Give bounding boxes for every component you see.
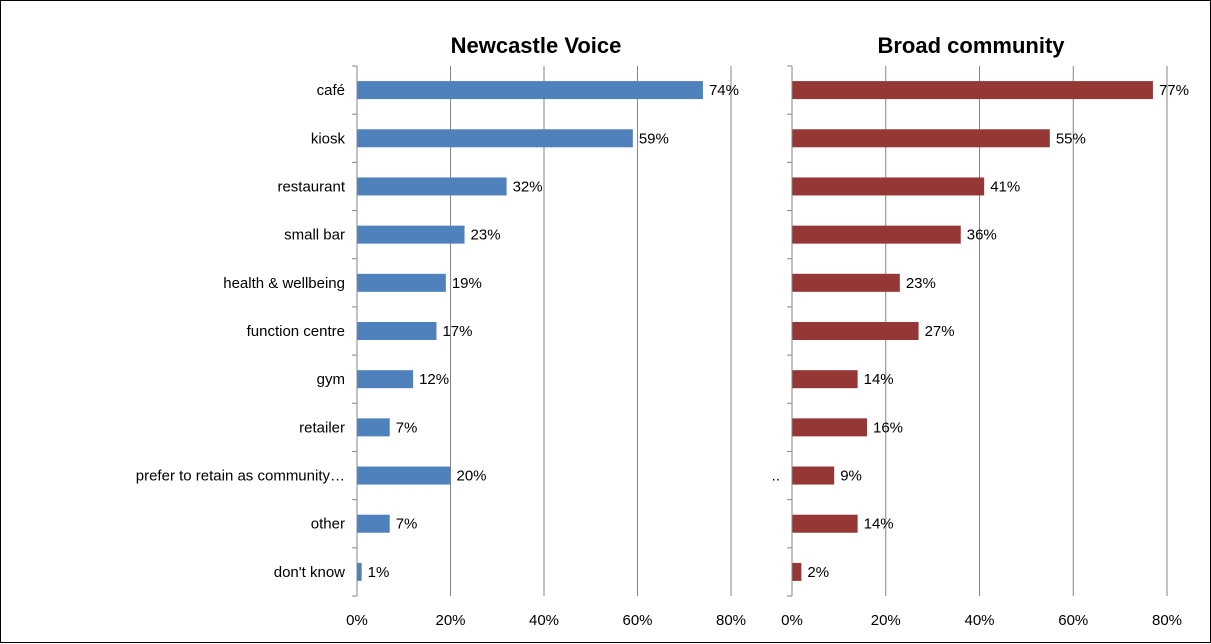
category-label-kiosk: kiosk — [311, 130, 346, 147]
bar-restaurant — [357, 177, 507, 196]
category-labels: .. — [772, 468, 780, 485]
bar-prefer-to-retain-as-community — [357, 466, 451, 485]
data-label-health-wellbeing: 19% — [452, 275, 482, 292]
data-label-small-bar: 36% — [967, 227, 997, 244]
x-tick-label: 0% — [346, 612, 368, 629]
x-tick-label: 80% — [1152, 612, 1182, 629]
gridlines — [450, 66, 732, 596]
category-axis — [352, 65, 358, 597]
data-label-other: 14% — [864, 516, 894, 533]
bar-small-bar — [792, 225, 961, 244]
data-label-gym: 12% — [419, 371, 449, 388]
data-label-small-bar: 23% — [471, 227, 501, 244]
bar-other — [357, 514, 390, 533]
bar-prefer-to-retain-as-community — [792, 466, 835, 485]
data-label-kiosk: 55% — [1056, 130, 1086, 147]
x-tick-label: 20% — [871, 612, 901, 629]
data-label-don-t-know: 1% — [368, 564, 390, 581]
bar-function-centre — [792, 322, 919, 340]
data-label-gym: 14% — [864, 371, 894, 388]
x-tick-label: 20% — [435, 612, 465, 629]
category-label-truncated: .. — [772, 468, 780, 485]
bar-caf — [357, 81, 703, 100]
data-labels: 74% 59% 32% 23% 19% 17% 12% 7% 20% 7% 1% — [368, 82, 739, 581]
panel-newcastle-voice: Newcastle Voice 0% 20% 40% 60% 80% café kiosk… — [136, 33, 746, 629]
bar-restaurant — [792, 177, 985, 196]
x-tick-label: 40% — [529, 612, 559, 629]
x-tick-label: 40% — [964, 612, 994, 629]
bar-don-t-know — [357, 562, 362, 581]
category-label-health-wellbeing: health & wellbeing — [223, 275, 345, 292]
gridlines — [885, 66, 1168, 596]
x-tick-label: 80% — [716, 612, 746, 629]
category-labels: café kiosk restaurant small bar health & wel… — [136, 82, 346, 581]
data-label-kiosk: 59% — [639, 130, 669, 147]
panel-broad-community: Broad community 0% 20% 40% 60% 80% .. 77% 55%… — [772, 33, 1189, 629]
data-label-restaurant: 32% — [513, 178, 543, 195]
data-label-function-centre: 17% — [442, 323, 472, 340]
panel-title-broad-community: Broad community — [877, 33, 1065, 58]
bars — [357, 81, 703, 581]
bar-caf — [792, 81, 1153, 100]
data-label-caf: 77% — [1159, 82, 1189, 99]
panel-title-newcastle-voice: Newcastle Voice — [451, 33, 622, 58]
bar-other — [792, 514, 858, 533]
data-label-prefer-to-retain-as-community: 20% — [457, 468, 487, 485]
data-label-other: 7% — [396, 516, 418, 533]
bar-gym — [792, 370, 858, 389]
bars — [792, 81, 1153, 581]
x-tick-label: 60% — [622, 612, 652, 629]
bar-kiosk — [792, 129, 1050, 148]
bar-health-wellbeing — [792, 273, 900, 292]
category-label-retailer: retailer — [299, 419, 345, 436]
x-axis-ticks: 0% 20% 40% 60% 80% — [781, 612, 1182, 629]
bar-function-centre — [357, 322, 437, 340]
category-label-don-t-know: don't know — [274, 564, 345, 581]
category-label-caf: café — [317, 82, 345, 99]
bar-kiosk — [357, 129, 633, 148]
bar-retailer — [792, 418, 867, 437]
data-label-retailer: 7% — [396, 419, 418, 436]
category-axis — [787, 65, 793, 597]
data-label-health-wellbeing: 23% — [906, 275, 936, 292]
bar-don-t-know — [792, 562, 802, 581]
category-label-prefer-to-retain-as-community: prefer to retain as community… — [136, 468, 345, 485]
category-label-gym: gym — [317, 371, 345, 388]
bar-small-bar — [357, 225, 465, 244]
category-label-other: other — [311, 516, 345, 533]
bar-retailer — [357, 418, 390, 437]
category-label-small-bar: small bar — [284, 227, 345, 244]
data-label-function-centre: 27% — [925, 323, 955, 340]
data-label-caf: 74% — [709, 82, 739, 99]
x-axis-ticks: 0% 20% 40% 60% 80% — [346, 612, 746, 629]
data-label-prefer-to-retain-as-community: 9% — [840, 468, 862, 485]
data-label-restaurant: 41% — [990, 178, 1020, 195]
category-label-restaurant: restaurant — [277, 178, 345, 195]
bar-health-wellbeing — [357, 273, 446, 292]
data-label-retailer: 16% — [873, 419, 903, 436]
x-tick-label: 0% — [781, 612, 803, 629]
bar-gym — [357, 370, 414, 389]
data-label-don-t-know: 2% — [807, 564, 829, 581]
category-label-function-centre: function centre — [247, 323, 345, 340]
data-labels: 77% 55% 41% 36% 23% 27% 14% 16% 9% 14% 2% — [807, 82, 1189, 581]
x-tick-label: 60% — [1058, 612, 1088, 629]
